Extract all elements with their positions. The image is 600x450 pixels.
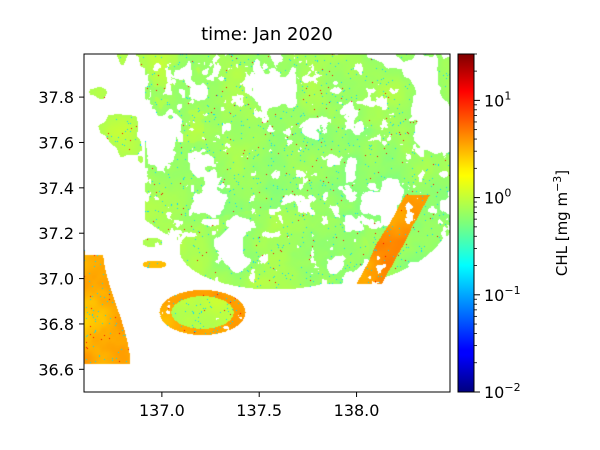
- colorbar-tick-label: 10−2: [484, 381, 521, 402]
- y-axis: 36.6 36.8 37.0 37.2 37.4 37.6 37.8: [38, 88, 84, 379]
- y-tick-label: 37.6: [38, 133, 74, 152]
- plot-frame: [83, 53, 451, 393]
- y-tick-label: 37.0: [38, 270, 74, 289]
- y-tick-label: 36.6: [38, 360, 74, 379]
- colorbar: [458, 54, 474, 392]
- colorbar-ticks: 10−2 10−1 100 101: [474, 53, 521, 402]
- x-axis: 137.0 137.5 138.0: [139, 392, 379, 420]
- y-tick-label: 37.4: [38, 179, 74, 198]
- x-tick-label: 137.5: [236, 401, 282, 420]
- colorbar-tick-label: 100: [484, 187, 511, 208]
- x-tick-label: 138.0: [334, 401, 380, 420]
- chlorophyll-map: [84, 54, 450, 392]
- y-tick-label: 37.8: [38, 88, 74, 107]
- colorbar-frame: [457, 53, 475, 393]
- y-tick-label: 37.2: [38, 224, 74, 243]
- colorbar-label: CHL [mg m−3]: [551, 170, 571, 276]
- chart-title: time: Jan 2020: [201, 24, 333, 45]
- y-tick-label: 36.8: [38, 315, 74, 334]
- x-tick-label: 137.0: [139, 401, 185, 420]
- colorbar-tick-label: 10−1: [484, 284, 521, 305]
- colorbar-tick-label: 101: [484, 89, 511, 110]
- chlorophyll-raster: [84, 54, 450, 392]
